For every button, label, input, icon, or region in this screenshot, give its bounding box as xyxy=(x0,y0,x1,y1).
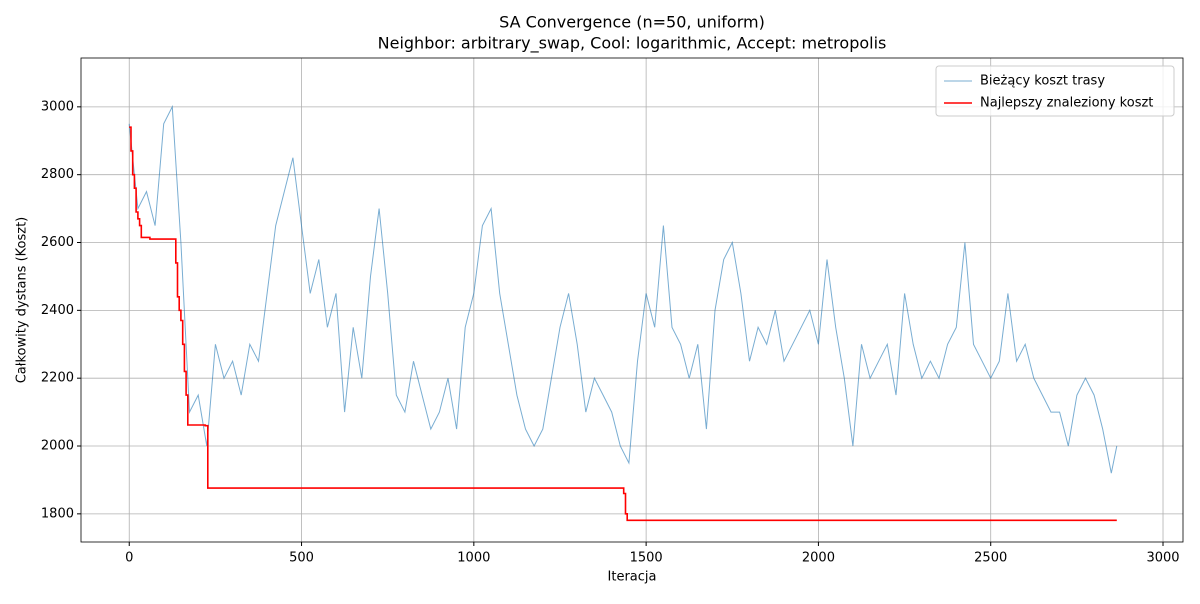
plot-frame xyxy=(80,57,1184,543)
series-line xyxy=(128,104,1118,474)
legend-label: Najlepszy znaleziony koszt xyxy=(980,96,1153,111)
legend-box xyxy=(935,65,1175,117)
y-tick-label: 1800 xyxy=(41,506,74,521)
x-axis-label: Iteracja xyxy=(608,570,657,585)
y-tick-label: 2800 xyxy=(41,167,74,182)
x-tick-label: 0 xyxy=(125,551,133,566)
legend-label: Bieżący koszt trasy xyxy=(980,74,1105,89)
x-tick-label: 2500 xyxy=(974,551,1007,566)
y-tick-label: 2200 xyxy=(41,371,74,386)
y-tick-label: 2400 xyxy=(41,303,74,318)
y-tick-label: 3000 xyxy=(41,99,74,114)
chart-subtitle: Neighbor: arbitrary_swap, Cool: logarith… xyxy=(378,34,887,54)
x-tick-label: 500 xyxy=(289,551,314,566)
chart-title: SA Convergence (n=50, uniform) xyxy=(499,13,765,32)
x-tick-label: 3000 xyxy=(1146,551,1179,566)
y-axis-label: Całkowity dystans (Koszt) xyxy=(15,217,30,384)
y-tick-label: 2000 xyxy=(41,439,74,454)
y-tick-label: 2600 xyxy=(41,235,74,250)
x-tick-label: 1000 xyxy=(457,551,490,566)
x-tick-label: 2000 xyxy=(802,551,835,566)
series-line xyxy=(129,126,1117,522)
x-tick-label: 1500 xyxy=(630,551,663,566)
